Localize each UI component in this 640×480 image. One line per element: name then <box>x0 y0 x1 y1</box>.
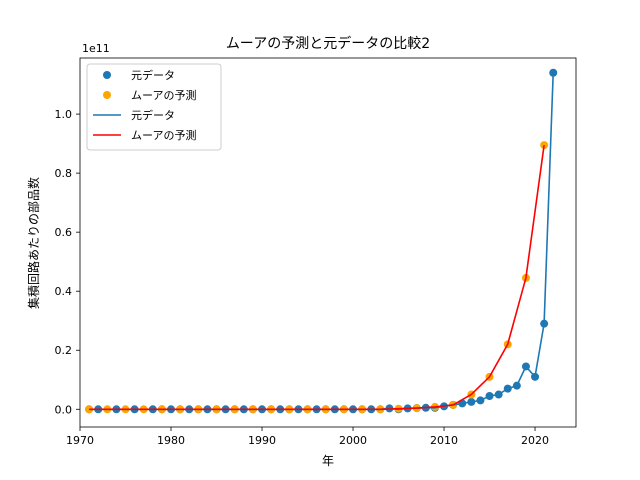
legend-label: 元データ <box>131 68 175 82</box>
legend-label: ムーアの予測 <box>131 88 197 102</box>
x-tick-label: 1970 <box>66 434 94 447</box>
legend-label: 元データ <box>131 108 175 122</box>
y-tick-label: 0.2 <box>55 344 73 357</box>
y-offset-label: 1e11 <box>82 42 110 55</box>
y-tick-label: 1.0 <box>55 108 73 121</box>
x-tick-label: 2020 <box>521 434 549 447</box>
y-tick-label: 0.4 <box>55 285 73 298</box>
axes: 1970 1980 1990 2000 2010 2020 0.0 0.2 0.4 0.6 0.8 1… <box>55 108 550 447</box>
moore-prediction-point <box>540 141 549 150</box>
y-tick-label: 0.6 <box>55 226 73 239</box>
series-layer <box>85 68 558 414</box>
plot-area-border <box>79 57 577 428</box>
y-tick-label: 0.0 <box>55 403 73 416</box>
x-tick-label: 1980 <box>157 434 185 447</box>
legend-marker <box>103 91 111 99</box>
x-tick-label: 2000 <box>339 434 367 447</box>
chart-title: ムーアの予測と元データの比較2 <box>226 35 430 52</box>
x-tick-label: 1990 <box>248 434 276 447</box>
y-axis-label: 集積回路あたりの部品数 <box>26 177 41 309</box>
moore-prediction-line <box>89 144 545 411</box>
legend-marker <box>103 71 111 79</box>
y-tick-label: 0.8 <box>55 167 73 180</box>
legend-label: ムーアの予測 <box>131 128 197 142</box>
plot-frame <box>79 57 577 428</box>
original-data-point <box>549 68 558 77</box>
legend-box <box>86 63 222 151</box>
x-axis-label: 年 <box>322 454 334 468</box>
x-tick-label: 2010 <box>430 434 458 447</box>
